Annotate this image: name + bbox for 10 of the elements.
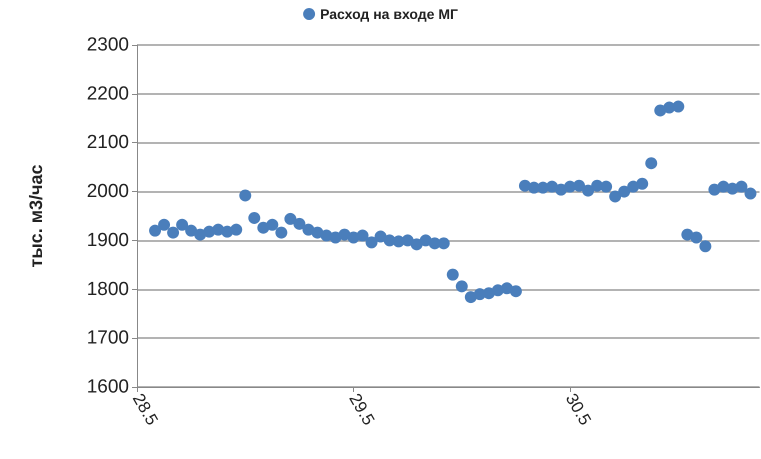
y-tick-label: 1800 [86, 278, 129, 300]
y-tick-label: 2300 [86, 34, 129, 56]
y-axis-title: тыс. м3/час [26, 164, 46, 268]
y-tick-label: 1700 [86, 328, 129, 349]
legend-label: Расход на входе МГ [320, 6, 458, 22]
y-tick-label: 2100 [86, 132, 129, 154]
y-tick-label: 2000 [86, 181, 129, 202]
y-tick-label: 1600 [86, 376, 129, 398]
y-tick-label: 2200 [86, 83, 129, 104]
y-tick-label: 1900 [86, 230, 129, 251]
